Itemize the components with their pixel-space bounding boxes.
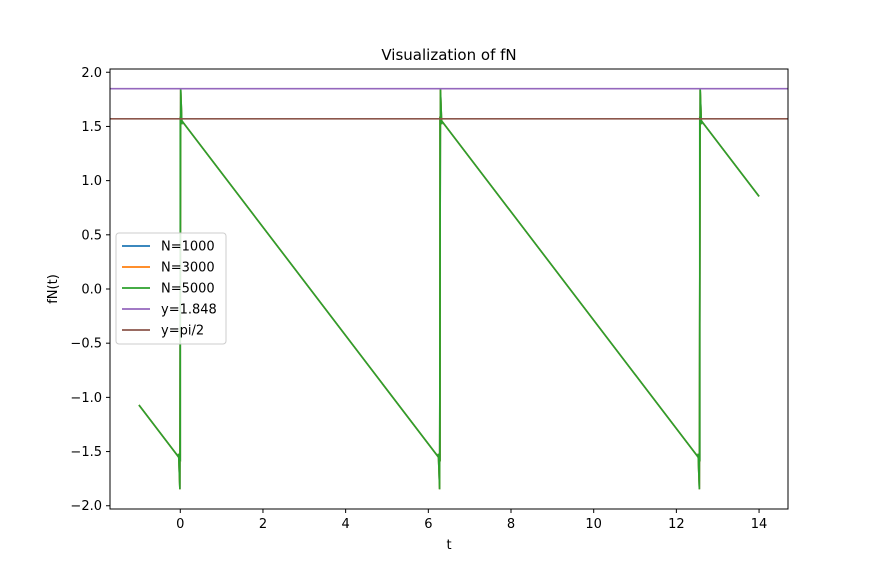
y-tick-label: −1.5 [70, 445, 102, 460]
x-axis-label: t [446, 538, 451, 553]
y-tick-label: −1.0 [70, 391, 102, 406]
y-tick-label: 1.0 [81, 174, 102, 189]
y-tick-label: 2.0 [81, 66, 102, 81]
x-tick-label: 10 [585, 517, 602, 532]
x-tick-label: 12 [668, 517, 685, 532]
y-tick-label: 1.5 [81, 120, 102, 135]
x-tick-label: 6 [424, 517, 432, 532]
x-tick-label: 2 [259, 517, 267, 532]
x-tick-label: 8 [507, 517, 515, 532]
legend-label: N=3000 [161, 261, 215, 276]
legend-box [115, 232, 227, 345]
x-tick-label: 0 [176, 517, 184, 532]
legend-label: y=1.848 [161, 303, 217, 318]
series-overshoot-spike [697, 88, 703, 490]
series-overshoot-spike [437, 88, 443, 490]
x-tick-label: 4 [342, 517, 350, 532]
legend-label: N=5000 [161, 282, 215, 297]
legend: N=1000 N=3000 N=5000 y=1.848 y=pi/2 [115, 232, 227, 345]
axes-layer: 0 2 4 6 8 10 12 14 2.0 1.5 1.0 0.5 0.0 −0.5 −1.0 −1.5 −2… [70, 66, 789, 532]
y-tick-label: −2.0 [70, 499, 102, 514]
x-tick-label: 14 [751, 517, 768, 532]
legend-label: y=pi/2 [161, 324, 204, 339]
y-axis-label: fN(t) [46, 274, 61, 304]
y-tick-label: −0.5 [70, 337, 102, 352]
y-tick-label: 0.5 [81, 228, 102, 243]
legend-label: N=1000 [161, 240, 215, 255]
chart-title: Visualization of fN [381, 46, 516, 64]
y-tick-label: 0.0 [81, 283, 102, 298]
